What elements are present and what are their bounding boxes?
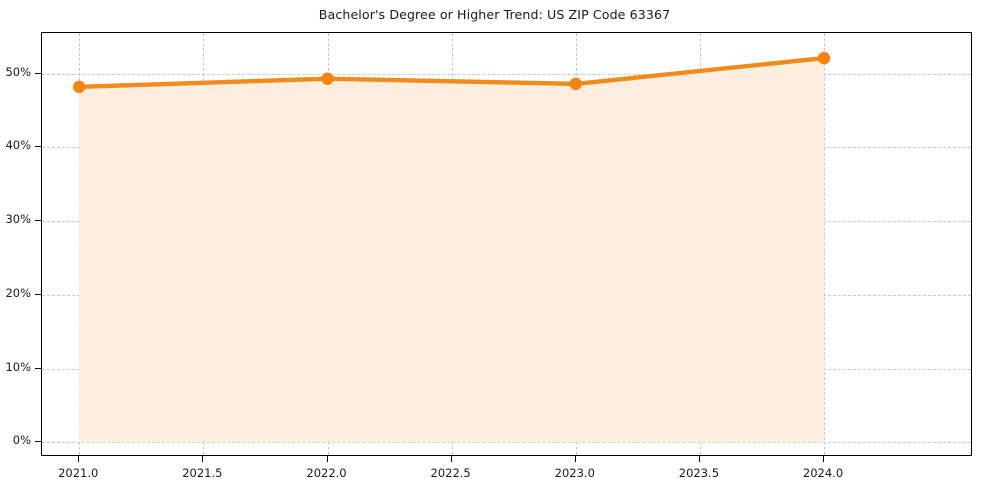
x-tick-mark-2 xyxy=(326,456,328,462)
y-tick-mark-5 xyxy=(35,72,41,74)
data-point-2023 xyxy=(569,77,582,91)
data-point-2024 xyxy=(817,51,831,65)
y-tick-mark-1 xyxy=(35,367,41,369)
x-tick-label-2: 2022.0 xyxy=(306,466,347,480)
x-tick-label-3: 2022.5 xyxy=(430,466,471,480)
trend-line xyxy=(77,55,827,90)
x-tick-label-5: 2023.5 xyxy=(678,466,720,480)
x-tick-mark-1 xyxy=(202,456,204,462)
y-tick-mark-4 xyxy=(35,146,41,148)
chart-title: Bachelor's Degree or Higher Trend: US ZI… xyxy=(318,7,671,22)
data-point-markers xyxy=(73,51,831,94)
x-tick-mark-4 xyxy=(574,456,576,462)
x-tick-label-0: 2021.0 xyxy=(58,466,99,480)
y-tick-mark-0 xyxy=(35,441,41,443)
data-point-2022 xyxy=(321,72,334,85)
x-tick-label-6: 2024.0 xyxy=(802,466,844,480)
x-tick-mark-3 xyxy=(450,456,452,462)
x-tick-label-4: 2023.0 xyxy=(554,466,595,480)
data-point-2021 xyxy=(73,80,86,94)
y-tick-label-2: 20% xyxy=(5,285,31,300)
y-tick-label-1: 10% xyxy=(5,359,31,374)
y-tick-label-3: 30% xyxy=(5,212,31,227)
x-tick-label-1: 2021.5 xyxy=(182,466,223,480)
plot-area xyxy=(41,32,972,456)
series-layer xyxy=(73,51,831,443)
area-fill xyxy=(79,58,825,443)
y-tick-label-5: 50% xyxy=(5,64,31,79)
x-tick-mark-5 xyxy=(698,456,700,462)
y-tick-label-4: 40% xyxy=(5,138,31,153)
y-tick-label-0: 0% xyxy=(12,433,31,448)
x-tick-mark-0 xyxy=(78,456,80,462)
y-tick-mark-2 xyxy=(35,293,41,295)
y-tick-mark-3 xyxy=(35,220,41,222)
x-tick-mark-6 xyxy=(823,456,825,462)
